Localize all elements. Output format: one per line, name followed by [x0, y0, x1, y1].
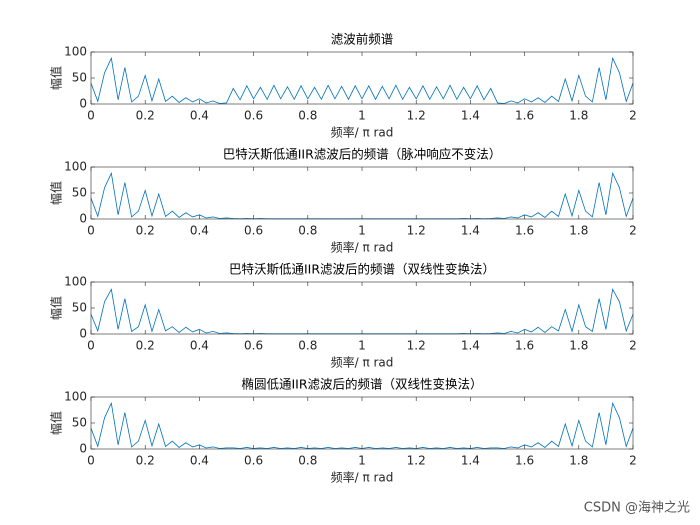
x-tick-label: 1.2 — [407, 339, 426, 353]
axes-background — [91, 167, 633, 219]
y-tick-label: 50 — [72, 186, 87, 200]
x-tick-label: 1 — [358, 339, 366, 353]
x-tick-label: 1.8 — [569, 454, 588, 468]
x-tick-label: 0.6 — [244, 454, 263, 468]
x-tick-label: 0.8 — [298, 109, 317, 123]
y-tick-label: 50 — [72, 301, 87, 315]
axes-title: 巴特沃斯低通IIR滤波后的频谱（脉冲响应不变法） — [223, 147, 502, 162]
spectrum-line — [90, 56, 634, 104]
x-tick-label: 1.8 — [569, 224, 588, 238]
axes-title: 巴特沃斯低通IIR滤波后的频谱（双线性变换法） — [229, 262, 495, 277]
axes-title: 椭圆低通IIR滤波后的频谱（双线性变换法） — [241, 377, 482, 392]
x-tick-label: 0.2 — [136, 224, 155, 238]
x-tick-label: 0.6 — [244, 224, 263, 238]
x-tick-label: 2 — [629, 109, 637, 123]
axes-background — [91, 282, 633, 334]
x-tick-label: 0.8 — [298, 224, 317, 238]
y-axis-label: 幅值 — [49, 181, 64, 205]
x-tick-label: 0 — [87, 454, 95, 468]
x-tick-label: 1 — [358, 224, 366, 238]
y-axis-label: 幅值 — [49, 66, 64, 90]
x-tick-label: 0.2 — [136, 454, 155, 468]
y-tick-label: 100 — [64, 45, 87, 59]
axes-title: 滤波前频谱 — [331, 32, 394, 47]
y-tick-label: 0 — [79, 97, 87, 111]
x-tick-label: 0.6 — [244, 109, 263, 123]
y-tick-label: 0 — [79, 442, 87, 456]
x-axis-label: 频率/ π rad — [331, 125, 394, 140]
x-tick-label: 1.8 — [569, 339, 588, 353]
y-tick-label: 100 — [64, 390, 87, 404]
x-tick-label: 1.2 — [407, 224, 426, 238]
x-tick-label: 2 — [629, 454, 637, 468]
x-tick-label: 0.4 — [190, 109, 209, 123]
y-tick-label: 100 — [64, 160, 87, 174]
x-tick-label: 0 — [87, 339, 95, 353]
x-tick-label: 0.2 — [136, 109, 155, 123]
x-tick-label: 1.6 — [515, 224, 534, 238]
x-tick-label: 1.6 — [515, 109, 534, 123]
x-tick-label: 1.4 — [461, 454, 480, 468]
x-axis-label: 频率/ π rad — [331, 470, 394, 485]
x-tick-label: 1.4 — [461, 339, 480, 353]
y-tick-label: 100 — [64, 275, 87, 289]
x-tick-label: 1.2 — [407, 454, 426, 468]
x-tick-label: 0 — [87, 224, 95, 238]
x-tick-label: 1.8 — [569, 109, 588, 123]
x-tick-label: 2 — [629, 224, 637, 238]
y-tick-label: 0 — [79, 327, 87, 341]
y-axis-label: 幅值 — [49, 296, 64, 320]
x-tick-label: 0 — [87, 109, 95, 123]
x-tick-label: 0.6 — [244, 339, 263, 353]
x-tick-label: 1.4 — [461, 109, 480, 123]
watermark: CSDN @海神之光 — [584, 501, 690, 516]
x-tick-label: 1.6 — [515, 454, 534, 468]
y-tick-label: 50 — [72, 416, 87, 430]
x-tick-label: 0.2 — [136, 339, 155, 353]
x-tick-label: 1.2 — [407, 109, 426, 123]
x-axis-label: 频率/ π rad — [331, 355, 394, 370]
y-tick-label: 50 — [72, 71, 87, 85]
x-tick-label: 1.4 — [461, 224, 480, 238]
x-tick-label: 1 — [358, 454, 366, 468]
axes-background — [91, 397, 633, 449]
x-tick-label: 0.8 — [298, 454, 317, 468]
x-tick-label: 0.8 — [298, 339, 317, 353]
x-tick-label: 0.4 — [190, 224, 209, 238]
x-axis-label: 频率/ π rad — [331, 240, 394, 255]
x-tick-label: 1 — [358, 109, 366, 123]
x-tick-label: 0.4 — [190, 454, 209, 468]
y-axis-label: 幅值 — [49, 411, 64, 435]
y-tick-label: 0 — [79, 212, 87, 226]
x-tick-label: 1.6 — [515, 339, 534, 353]
x-tick-label: 2 — [629, 339, 637, 353]
x-tick-label: 0.4 — [190, 339, 209, 353]
axes-background — [91, 52, 633, 104]
